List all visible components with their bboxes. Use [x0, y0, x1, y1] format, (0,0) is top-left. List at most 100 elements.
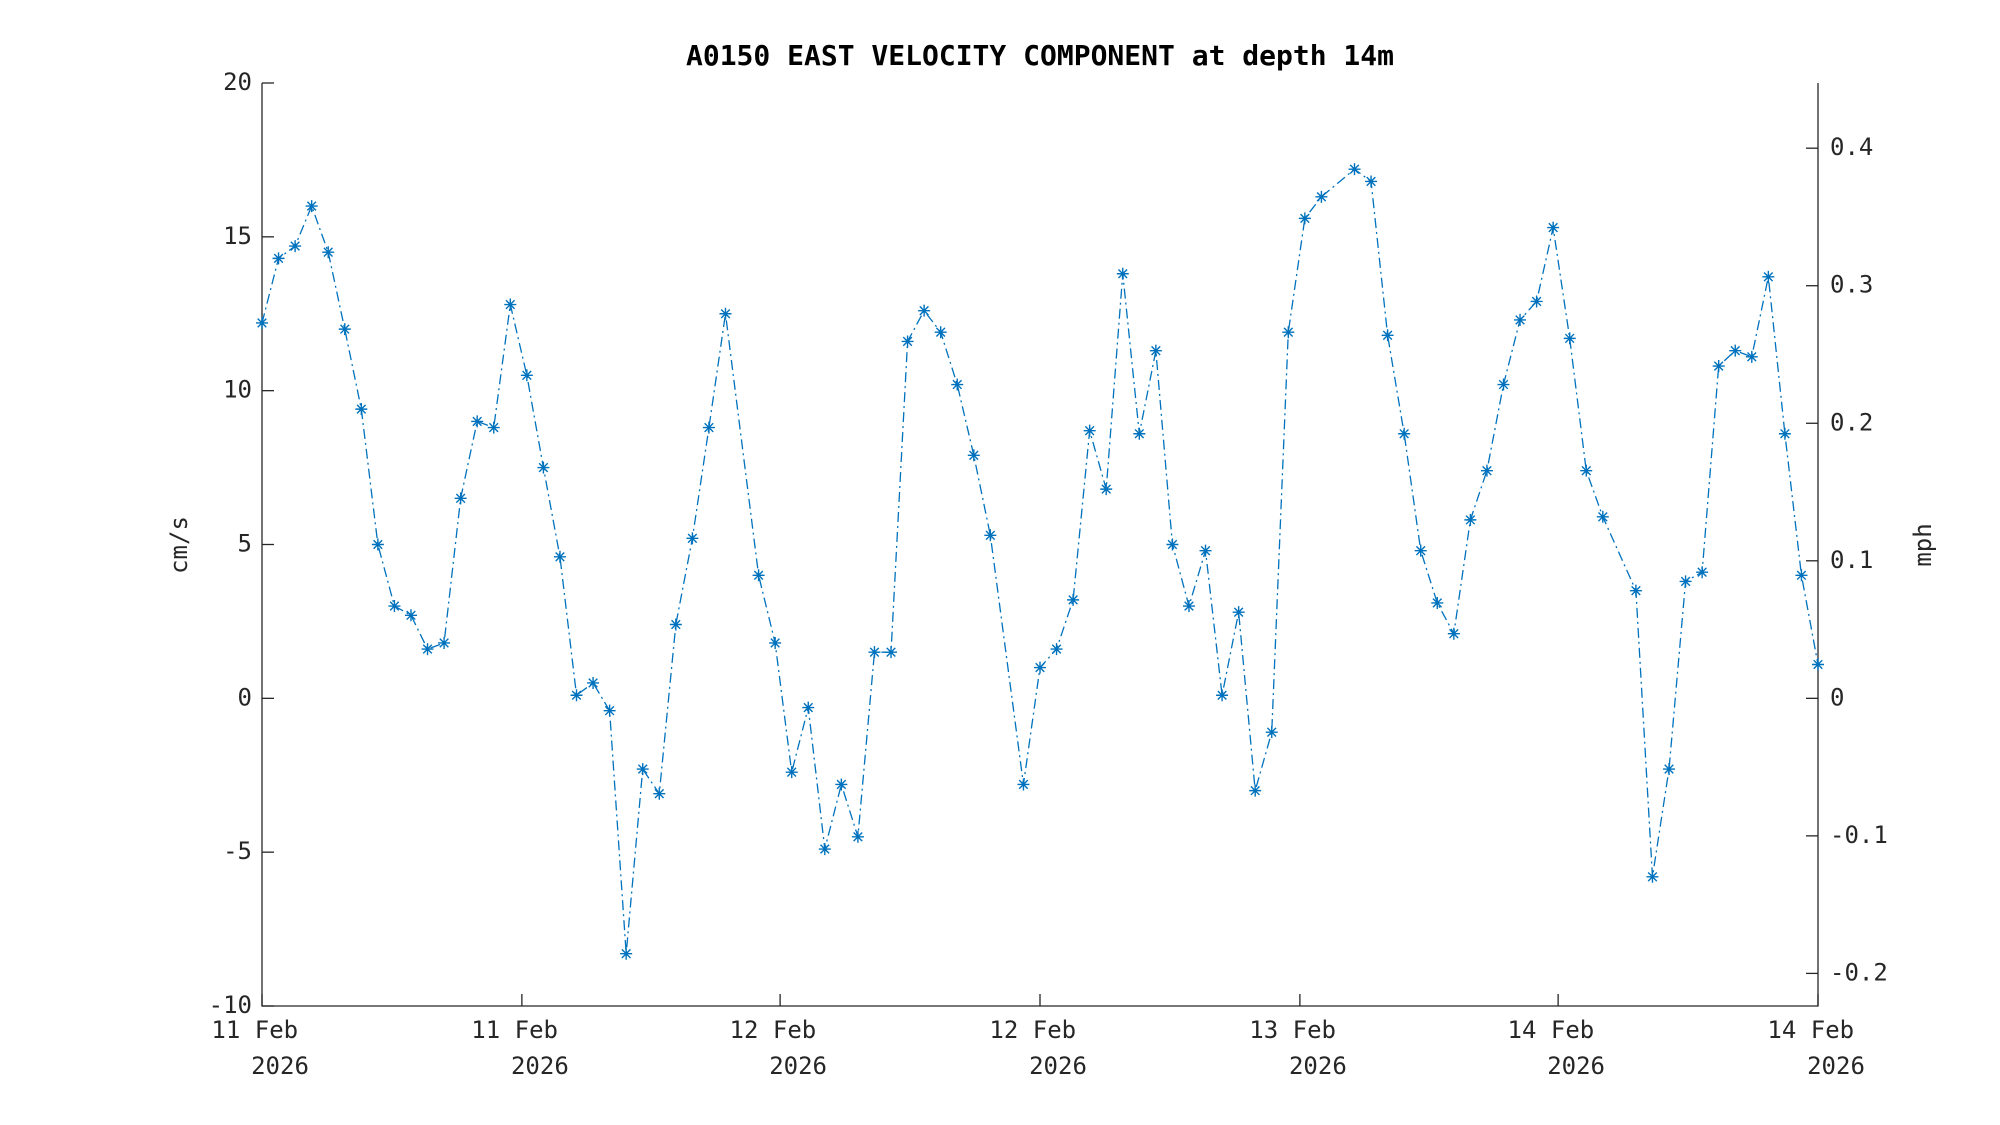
data-point [785, 766, 798, 779]
data-point [885, 646, 898, 659]
data-point [686, 532, 699, 545]
y-tick-label: 20 [223, 68, 252, 96]
x-tick-label: 11 Feb 2026 [211, 1016, 312, 1080]
data-point [984, 529, 997, 542]
data-point [305, 200, 318, 213]
x-tick-label-line: 13 Feb [1249, 1016, 1350, 1044]
y2-tick-label: 0 [1830, 683, 1844, 711]
y-tick-label: 10 [223, 376, 252, 404]
data-point [404, 609, 417, 622]
x-tick-label-line: 11 Feb [471, 1016, 572, 1044]
data-point [1050, 643, 1063, 656]
data-point [1398, 427, 1411, 440]
data-point [967, 449, 980, 462]
data-point [1166, 538, 1179, 551]
data-point [256, 316, 268, 329]
data-point [1646, 870, 1659, 883]
data-point [487, 421, 500, 434]
data-point [818, 843, 831, 856]
data-point [1182, 600, 1195, 613]
data-point [1381, 329, 1394, 342]
data-point [1414, 544, 1427, 557]
data-point [752, 569, 765, 582]
data-point [537, 461, 550, 474]
series-line [261, 168, 1819, 954]
data-point [520, 369, 533, 382]
data-point [868, 646, 881, 659]
data-point [1563, 332, 1576, 345]
data-point [620, 947, 633, 960]
data-point [1100, 483, 1113, 496]
x-tick-label: 14 Feb 2026 [1508, 1016, 1609, 1080]
y2-tick-label: 0.4 [1830, 133, 1873, 161]
x-tick-label-line: 2026 [1029, 1052, 1087, 1080]
data-point [1249, 784, 1262, 797]
data-point [1298, 212, 1311, 225]
x-tick-label-line: 2026 [1547, 1052, 1605, 1080]
data-point [1199, 544, 1212, 557]
y2-tick-label: 0.1 [1830, 546, 1873, 574]
data-point [1795, 569, 1808, 582]
data-point [1696, 566, 1709, 579]
y-axis-label: cm/s [165, 516, 193, 574]
data-point [1514, 313, 1527, 326]
data-point [371, 538, 384, 551]
y-tick-label: 5 [238, 530, 252, 558]
x-tick-label: 14 Feb 2026 [1767, 1016, 1868, 1080]
data-point [1116, 267, 1129, 280]
data-point [570, 689, 583, 702]
data-point [587, 676, 600, 689]
x-tick-label: 11 Feb 2026 [471, 1016, 572, 1080]
data-point [1679, 575, 1692, 588]
data-point [1547, 221, 1560, 234]
data-point [388, 600, 401, 613]
data-point [851, 830, 864, 843]
data-point [1480, 464, 1493, 477]
y2-tick-label: -0.1 [1830, 821, 1888, 849]
y2-tick-label: -0.2 [1830, 958, 1888, 986]
x-tick-label-line: 12 Feb [989, 1016, 1090, 1044]
data-point [272, 252, 285, 265]
data-point [719, 307, 732, 320]
data-point [934, 326, 947, 339]
y-tick-label: -5 [223, 837, 252, 865]
data-point [1629, 584, 1642, 597]
data-point [322, 246, 335, 259]
data-point [669, 618, 682, 631]
data-point [1431, 596, 1444, 609]
data-point [1745, 350, 1758, 363]
x-tick-label-line: 14 Feb [1508, 1016, 1609, 1044]
data-point [1663, 763, 1676, 776]
x-tick-label-line: 2026 [1807, 1052, 1865, 1080]
x-tick-label-line: 2026 [511, 1052, 569, 1080]
data-point [1017, 778, 1030, 791]
x-tick-label-line: 14 Feb [1767, 1016, 1868, 1044]
data-point [355, 403, 368, 416]
y2-axis-label: mph [1909, 523, 1937, 566]
data-point [1067, 593, 1080, 606]
data-point [769, 636, 782, 649]
x-tick-label: 12 Feb 2026 [989, 1016, 1090, 1080]
data-point [802, 701, 815, 714]
data-point [338, 323, 351, 336]
data-point [1447, 627, 1460, 640]
x-tick-label: 12 Feb 2026 [730, 1016, 831, 1080]
data-point [504, 298, 517, 311]
data-point [1712, 360, 1725, 373]
y-tick-label: 0 [238, 683, 252, 711]
data-point [901, 335, 914, 348]
y-tick-label: 15 [223, 222, 252, 250]
data-point [918, 304, 931, 317]
data-point [1497, 378, 1510, 391]
data-point [289, 240, 302, 253]
data-point [1265, 726, 1278, 739]
y-tick-label: -10 [209, 991, 252, 1019]
data-point [1133, 427, 1146, 440]
data-point [1464, 513, 1477, 526]
data-point [1216, 689, 1229, 702]
data-point [421, 643, 434, 656]
data-point [1083, 424, 1096, 437]
data-point [1282, 326, 1295, 339]
